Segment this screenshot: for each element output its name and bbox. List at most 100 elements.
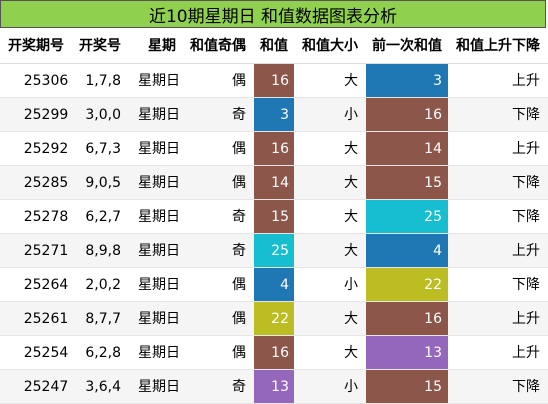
cell-trend: 上升 [512,345,540,361]
header-weekday: 星期 [148,38,176,54]
header-prev-sum: 前一次和值 [372,38,442,54]
table-row: 25278 6,2,7 星期日 奇 15 大 25 下降 [0,200,548,234]
cell-sum: 13 [254,370,294,404]
cell-prev-sum: 25 [366,200,448,234]
table-header-row: 开奖期号 开奖号 星期 和值奇偶 和值 和值大小 前一次和值 和值上升下降 [0,29,548,63]
table-row: 25264 2,0,2 星期日 偶 4 小 22 下降 [0,268,548,302]
table-row: 25271 8,9,8 星期日 奇 25 大 4 上升 [0,234,548,268]
cell-parity: 偶 [232,175,246,191]
cell-sum: 14 [254,166,294,200]
cell-size: 小 [344,107,358,123]
row-divider [0,335,548,336]
cell-trend: 上升 [512,311,540,327]
cell-size: 大 [344,73,358,89]
cell-trend: 上升 [512,73,540,89]
cell-trend: 下降 [512,277,540,293]
cell-sum: 3 [254,98,294,132]
cell-size: 小 [344,379,358,395]
cell-numbers: 3,6,4 [85,379,121,395]
cell-parity: 奇 [232,209,246,225]
cell-issue: 25271 [23,243,69,259]
cell-weekday: 星期日 [138,277,180,293]
cell-issue: 25292 [23,141,69,157]
cell-prev-sum: 15 [366,370,448,404]
cell-sum: 16 [254,336,294,370]
cell-weekday: 星期日 [138,311,180,327]
cell-trend: 上升 [512,141,540,157]
cell-numbers: 6,2,8 [85,345,121,361]
cell-numbers: 9,0,5 [85,175,121,191]
row-divider [0,301,548,302]
cell-prev-sum: 15 [366,166,448,200]
cell-sum: 25 [254,234,294,268]
cell-size: 大 [344,141,358,157]
header-numbers: 开奖号 [79,38,121,54]
cell-issue: 25299 [23,107,69,123]
table-row: 25247 3,6,4 星期日 奇 13 小 15 下降 [0,370,548,404]
table-row: 25292 6,7,3 星期日 偶 16 大 14 上升 [0,132,548,166]
cell-parity: 偶 [232,345,246,361]
header-size: 和值大小 [302,38,358,54]
cell-prev-sum: 4 [366,234,448,268]
cell-issue: 25254 [23,345,69,361]
row-divider [0,97,548,98]
cell-size: 大 [344,345,358,361]
table-row: 25299 3,0,0 星期日 奇 3 小 16 下降 [0,98,548,132]
row-divider [0,267,548,268]
cell-issue: 25285 [23,175,69,191]
cell-parity: 偶 [232,141,246,157]
cell-sum: 4 [254,268,294,302]
cell-trend: 下降 [512,175,540,191]
cell-trend: 下降 [512,379,540,395]
cell-weekday: 星期日 [138,141,180,157]
header-sum: 和值 [260,38,288,54]
cell-weekday: 星期日 [138,379,180,395]
table-title: 近10期星期日 和值数据图表分析 [0,0,546,28]
cell-parity: 奇 [232,243,246,259]
cell-prev-sum: 16 [366,98,448,132]
cell-trend: 上升 [512,243,540,259]
cell-sum: 15 [254,200,294,234]
cell-weekday: 星期日 [138,243,180,259]
cell-prev-sum: 16 [366,302,448,336]
row-divider [0,165,548,166]
cell-trend: 下降 [512,107,540,123]
cell-weekday: 星期日 [138,345,180,361]
cell-numbers: 2,0,2 [85,277,121,293]
table-row: 25254 6,2,8 星期日 偶 16 大 13 上升 [0,336,548,370]
table-row: 25306 1,7,8 星期日 偶 16 大 3 上升 [0,64,548,98]
cell-size: 大 [344,243,358,259]
cell-prev-sum: 14 [366,132,448,166]
cell-weekday: 星期日 [138,73,180,89]
cell-parity: 偶 [232,311,246,327]
cell-numbers: 3,0,0 [85,107,121,123]
cell-size: 大 [344,175,358,191]
cell-parity: 偶 [232,73,246,89]
cell-weekday: 星期日 [138,175,180,191]
cell-parity: 偶 [232,277,246,293]
header-divider [0,63,548,64]
row-divider [0,369,548,370]
row-divider [0,199,548,200]
cell-size: 大 [344,209,358,225]
cell-parity: 奇 [232,379,246,395]
cell-issue: 25264 [23,277,69,293]
cell-size: 大 [344,311,358,327]
cell-sum: 22 [254,302,294,336]
cell-parity: 奇 [232,107,246,123]
row-divider [0,233,548,234]
cell-weekday: 星期日 [138,209,180,225]
cell-numbers: 8,9,8 [85,243,121,259]
table-row: 25285 9,0,5 星期日 偶 14 大 15 下降 [0,166,548,200]
cell-numbers: 8,7,7 [85,311,121,327]
cell-numbers: 6,2,7 [85,209,121,225]
cell-numbers: 1,7,8 [85,73,121,89]
cell-prev-sum: 22 [366,268,448,302]
cell-sum: 16 [254,132,294,166]
cell-prev-sum: 3 [366,64,448,98]
cell-prev-sum: 13 [366,336,448,370]
table-row: 25261 8,7,7 星期日 偶 22 大 16 上升 [0,302,548,336]
header-parity: 和值奇偶 [190,38,246,54]
header-issue: 开奖期号 [8,38,64,54]
